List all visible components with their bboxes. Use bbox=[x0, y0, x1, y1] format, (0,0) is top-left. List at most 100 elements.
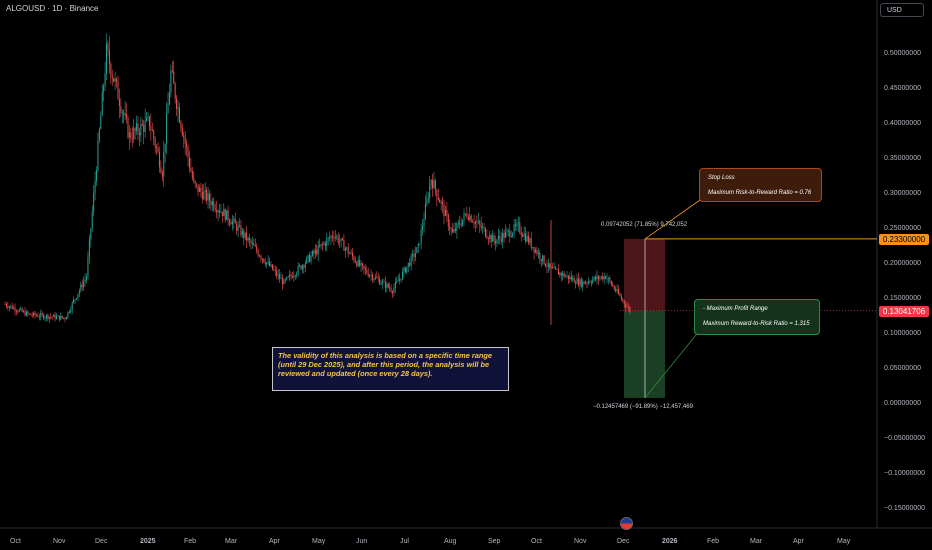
candle-body bbox=[200, 187, 202, 192]
candle-body bbox=[38, 316, 40, 318]
candle-body bbox=[239, 225, 241, 227]
candle-body bbox=[244, 232, 246, 238]
currency-button[interactable]: USD bbox=[880, 3, 924, 17]
candle-body bbox=[41, 313, 43, 315]
profit-callout[interactable]: - Maximum Profit Range Maximum Reward-to… bbox=[694, 299, 820, 335]
candle-body bbox=[515, 224, 517, 227]
candle-body bbox=[516, 223, 518, 227]
candle-body bbox=[366, 269, 368, 274]
risk-reward-tool[interactable] bbox=[624, 238, 665, 398]
candle-body bbox=[605, 276, 607, 279]
candle-body bbox=[91, 211, 93, 229]
candle-body bbox=[597, 276, 599, 280]
candle-body bbox=[453, 229, 455, 233]
time-axis-label: Mar bbox=[750, 538, 763, 545]
candle-body bbox=[270, 264, 272, 266]
candle-body bbox=[208, 193, 210, 201]
candle-body bbox=[362, 263, 363, 266]
candle-body bbox=[462, 219, 464, 226]
candle-body bbox=[482, 227, 484, 229]
symbol-label[interactable]: ALGOUSD · 1D · Binance bbox=[6, 4, 99, 13]
candle-body bbox=[257, 250, 259, 256]
candle-body bbox=[359, 259, 361, 266]
candle-body bbox=[364, 268, 366, 270]
candle-body bbox=[76, 298, 77, 300]
candle-body bbox=[247, 237, 249, 241]
candle-body bbox=[545, 264, 547, 267]
time-axis-label: Aug bbox=[444, 538, 457, 545]
candle-body bbox=[553, 267, 555, 269]
candle-body bbox=[509, 230, 511, 237]
candle-body bbox=[566, 275, 568, 277]
candle-body bbox=[556, 268, 558, 271]
candle-body bbox=[530, 238, 532, 248]
candle-body bbox=[374, 276, 376, 279]
candle-body bbox=[617, 289, 619, 294]
candle-body bbox=[300, 265, 302, 270]
candle-body bbox=[547, 263, 549, 268]
candle-body bbox=[580, 279, 582, 287]
candle-body bbox=[65, 317, 67, 320]
candle-body bbox=[505, 231, 506, 238]
candle-body bbox=[101, 91, 103, 116]
candle-body bbox=[416, 247, 418, 254]
candle-body bbox=[423, 219, 425, 227]
candle-body bbox=[161, 172, 163, 177]
candle-body bbox=[133, 128, 135, 140]
candle-body bbox=[186, 143, 188, 148]
candle-body bbox=[387, 283, 389, 288]
candle-body bbox=[319, 245, 321, 247]
candle-body bbox=[535, 249, 537, 253]
candle-body bbox=[11, 305, 13, 309]
candle-body bbox=[250, 240, 252, 244]
candle-body bbox=[336, 236, 338, 238]
candle-body bbox=[77, 294, 79, 299]
candle-body bbox=[570, 276, 572, 280]
candle-body bbox=[8, 306, 10, 308]
candle-body bbox=[10, 305, 12, 307]
candle-body bbox=[552, 267, 554, 269]
candle-body bbox=[316, 249, 318, 255]
candle-body bbox=[51, 316, 53, 318]
candle-body bbox=[230, 222, 232, 225]
candle-body bbox=[350, 252, 352, 254]
candle-body bbox=[427, 197, 429, 199]
candle-body bbox=[304, 263, 306, 268]
time-axis-label: May bbox=[837, 538, 851, 545]
candle-body bbox=[537, 252, 539, 255]
annotation-lines bbox=[620, 199, 877, 399]
candle-body bbox=[104, 73, 106, 87]
candle-body bbox=[17, 311, 19, 313]
candle-body bbox=[117, 81, 119, 100]
candle-body bbox=[111, 76, 113, 78]
candle-body bbox=[71, 302, 73, 310]
candle-body bbox=[533, 247, 535, 253]
candle-body bbox=[430, 179, 432, 186]
risk-zone bbox=[624, 238, 665, 311]
candle-body bbox=[377, 277, 379, 280]
candle-body bbox=[330, 236, 332, 239]
candle-body bbox=[53, 314, 55, 317]
stop-loss-callout[interactable]: Stop Loss Maximum Risk-to-Reward Ratio =… bbox=[699, 168, 822, 202]
candle-body bbox=[147, 116, 149, 118]
us-flag-event-icon[interactable] bbox=[620, 517, 633, 530]
candle-body bbox=[526, 235, 528, 242]
candle-body bbox=[100, 115, 102, 130]
candle-body bbox=[98, 129, 100, 141]
validity-note[interactable]: The validity of this analysis is based o… bbox=[272, 347, 509, 391]
candle-body bbox=[404, 267, 406, 273]
candle-body bbox=[555, 267, 557, 269]
candle-body bbox=[619, 293, 621, 296]
candle-body bbox=[168, 92, 170, 105]
candle-body bbox=[196, 183, 198, 185]
candle-body bbox=[241, 230, 243, 236]
candle-body bbox=[470, 215, 472, 222]
candle-body bbox=[183, 135, 185, 138]
candle-body bbox=[224, 209, 226, 221]
candle-body bbox=[323, 243, 325, 245]
candle-body bbox=[283, 279, 285, 285]
candle-body bbox=[291, 276, 293, 278]
candle-body bbox=[253, 243, 255, 246]
candle-body bbox=[150, 126, 152, 130]
